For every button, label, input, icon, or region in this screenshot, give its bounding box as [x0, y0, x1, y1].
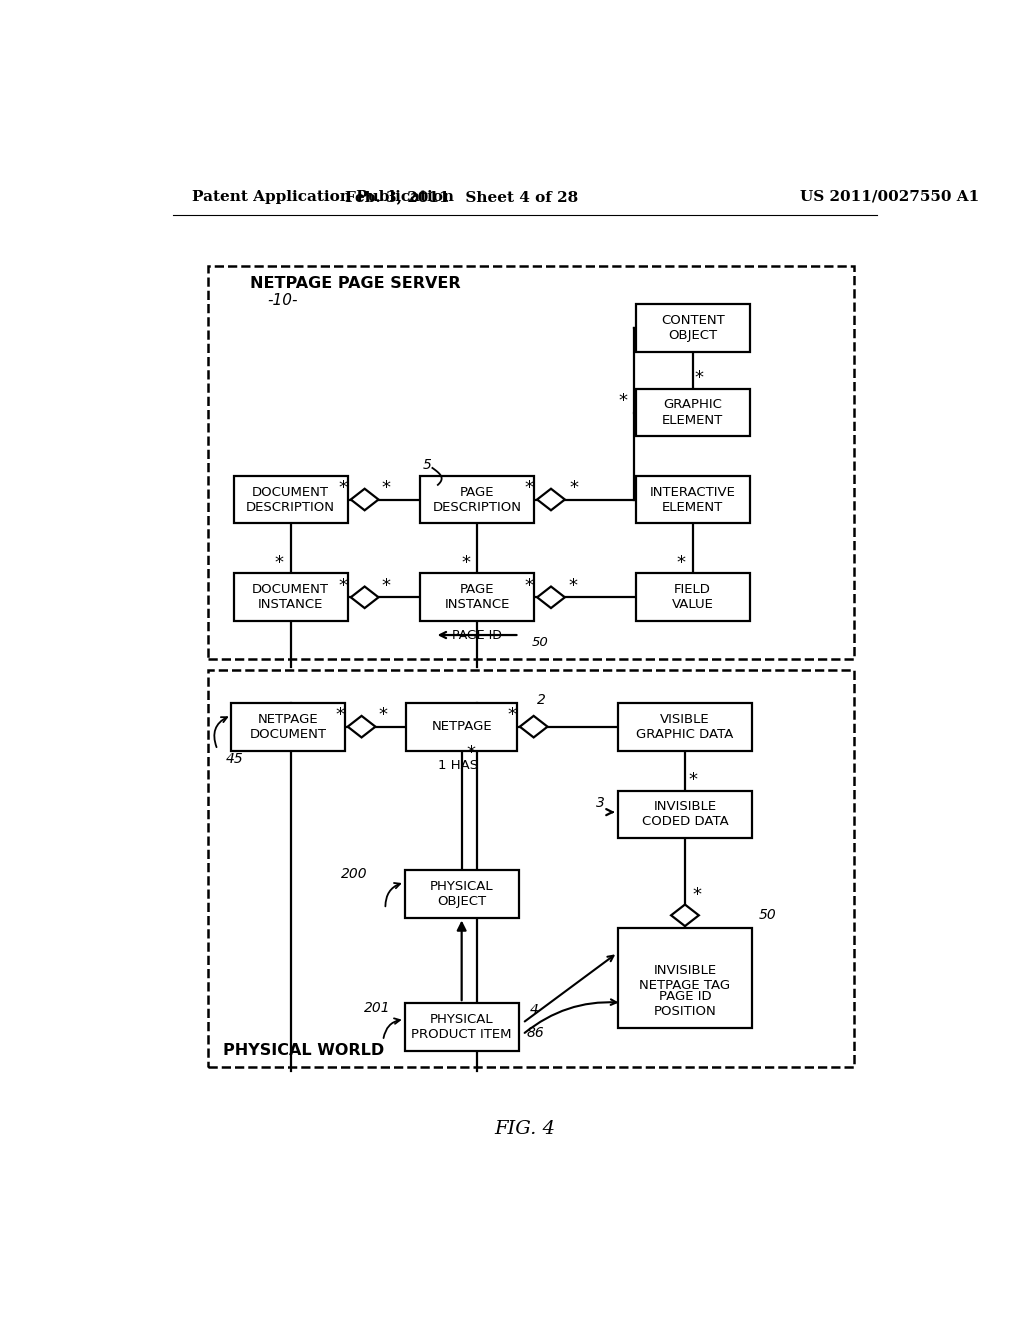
Text: 201: 201 [364, 1001, 390, 1015]
Text: PAGE ID: PAGE ID [453, 628, 502, 642]
FancyBboxPatch shape [404, 1003, 518, 1051]
Text: FIG. 4: FIG. 4 [495, 1119, 555, 1138]
FancyBboxPatch shape [231, 702, 345, 751]
FancyBboxPatch shape [420, 475, 535, 524]
Text: *: * [525, 479, 534, 496]
Text: VISIBLE
GRAPHIC DATA: VISIBLE GRAPHIC DATA [636, 713, 733, 741]
FancyBboxPatch shape [617, 702, 753, 751]
Text: 45: 45 [225, 752, 244, 766]
FancyBboxPatch shape [636, 475, 750, 524]
Text: 1 HAS: 1 HAS [437, 759, 478, 772]
Text: *: * [677, 553, 686, 572]
Text: *: * [274, 553, 284, 572]
Text: FIELD
VALUE: FIELD VALUE [672, 583, 714, 611]
Text: Patent Application Publication: Patent Application Publication [193, 190, 455, 203]
Text: *: * [336, 706, 344, 725]
Text: PAGE
INSTANCE: PAGE INSTANCE [444, 583, 510, 611]
Text: PAGE ID
POSITION: PAGE ID POSITION [653, 990, 717, 1018]
Text: 4: 4 [529, 1003, 539, 1016]
FancyBboxPatch shape [636, 388, 750, 437]
Text: -10-: -10- [267, 293, 298, 309]
Text: *: * [382, 479, 391, 496]
Text: *: * [339, 577, 347, 595]
Text: *: * [339, 479, 347, 496]
Text: 200: 200 [341, 867, 368, 882]
Text: *: * [569, 479, 579, 496]
FancyBboxPatch shape [208, 671, 854, 1067]
Text: 2: 2 [537, 693, 546, 708]
Text: NETPAGE: NETPAGE [431, 721, 492, 733]
Polygon shape [671, 904, 698, 927]
Text: 5: 5 [423, 458, 431, 471]
Text: PHYSICAL WORLD: PHYSICAL WORLD [223, 1043, 384, 1057]
Text: 86: 86 [526, 1026, 545, 1040]
Polygon shape [538, 488, 565, 511]
FancyBboxPatch shape [233, 573, 348, 622]
FancyBboxPatch shape [617, 791, 753, 838]
Polygon shape [538, 586, 565, 609]
FancyBboxPatch shape [636, 304, 750, 351]
Text: Feb. 3, 2011   Sheet 4 of 28: Feb. 3, 2011 Sheet 4 of 28 [345, 190, 579, 203]
Text: *: * [525, 577, 534, 595]
Text: NETPAGE
DOCUMENT: NETPAGE DOCUMENT [250, 713, 327, 741]
Polygon shape [351, 586, 379, 609]
FancyBboxPatch shape [233, 475, 348, 524]
Text: *: * [466, 744, 475, 762]
Text: INTERACTIVE
ELEMENT: INTERACTIVE ELEMENT [649, 486, 735, 513]
Text: *: * [379, 706, 388, 725]
Text: *: * [568, 577, 578, 595]
Text: INVISIBLE
CODED DATA: INVISIBLE CODED DATA [642, 800, 728, 829]
Text: *: * [508, 706, 516, 725]
Text: *: * [692, 886, 701, 904]
FancyBboxPatch shape [617, 928, 753, 1028]
FancyBboxPatch shape [404, 870, 518, 917]
Polygon shape [348, 715, 376, 738]
Text: *: * [694, 368, 703, 387]
Text: GRAPHIC
ELEMENT: GRAPHIC ELEMENT [663, 399, 723, 426]
Text: DOCUMENT
INSTANCE: DOCUMENT INSTANCE [252, 583, 330, 611]
Text: *: * [618, 392, 628, 411]
Text: 50: 50 [759, 908, 776, 923]
FancyBboxPatch shape [208, 267, 854, 659]
Text: NETPAGE PAGE SERVER: NETPAGE PAGE SERVER [250, 276, 461, 290]
Text: US 2011/0027550 A1: US 2011/0027550 A1 [801, 190, 980, 203]
Text: 3: 3 [596, 796, 605, 810]
Text: INVISIBLE
NETPAGE TAG: INVISIBLE NETPAGE TAG [639, 964, 730, 991]
Text: CONTENT
OBJECT: CONTENT OBJECT [660, 314, 725, 342]
Text: PHYSICAL
PRODUCT ITEM: PHYSICAL PRODUCT ITEM [412, 1012, 512, 1041]
FancyBboxPatch shape [636, 573, 750, 622]
Text: *: * [688, 771, 697, 789]
Text: PHYSICAL
OBJECT: PHYSICAL OBJECT [430, 879, 494, 908]
Text: *: * [461, 553, 470, 572]
Text: 50: 50 [531, 636, 549, 649]
Polygon shape [351, 488, 379, 511]
Text: PAGE
DESCRIPTION: PAGE DESCRIPTION [432, 486, 521, 513]
Text: DOCUMENT
DESCRIPTION: DOCUMENT DESCRIPTION [246, 486, 335, 513]
FancyBboxPatch shape [420, 573, 535, 622]
FancyBboxPatch shape [406, 702, 517, 751]
Text: *: * [382, 577, 391, 595]
Polygon shape [520, 715, 548, 738]
